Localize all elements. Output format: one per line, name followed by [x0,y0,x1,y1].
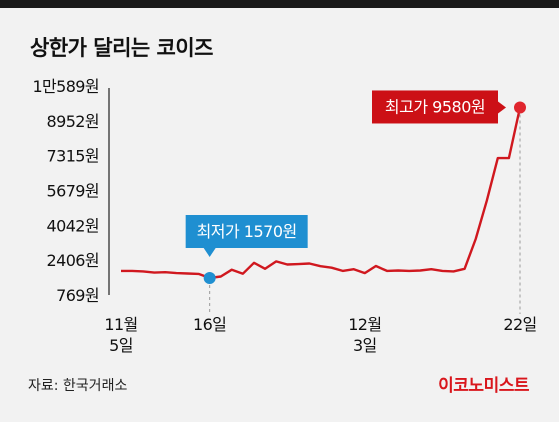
guide-lines [209,114,521,314]
low-callout-box [185,214,308,257]
y-tick-labels: 1만589원 8952원 7315원 5679원 4042원 2406원 769원 [32,77,99,305]
high-callout-pointer [498,101,506,114]
x-tick-labels: 11월 5일 16일 12월 3일 22일 [104,315,537,355]
source-note: 자료: 한국거래소 [28,378,128,394]
x-tick-label: 12월 [348,315,381,334]
chart-title: 상한가 달리는 코이즈 [30,36,214,60]
price-line [121,107,522,280]
low-callout: 최저가 1570원 [185,214,308,257]
x-tick-label: 16일 [193,315,226,334]
x-tick-label: 11월 [104,315,137,334]
high-callout-box [372,90,498,124]
high-point-marker [514,101,526,114]
y-tick-label: 7315원 [47,147,99,166]
y-tick-label: 2406원 [47,251,99,270]
x-tick-label: 22일 [503,315,536,334]
top-bar [0,0,559,8]
x-tick-label: 3일 [353,336,377,355]
y-tick-label: 5679원 [47,182,99,201]
y-tick-label: 8952원 [47,112,99,131]
low-point-marker [203,271,216,284]
callouts: 최저가 1570원 최고가 9580원 [185,90,506,257]
low-callout-label: 최저가 1570원 [197,222,297,241]
y-tick-label: 4042원 [47,216,99,235]
high-callout-label: 최고가 9580원 [385,97,485,116]
x-tick-label: 5일 [109,336,133,355]
brand-logo: 이코노미스트 [438,376,529,396]
markers [203,101,526,284]
high-callout: 최고가 9580원 [372,90,506,124]
y-tick-label: 769원 [56,286,99,305]
y-tick-label: 1만589원 [32,77,99,96]
